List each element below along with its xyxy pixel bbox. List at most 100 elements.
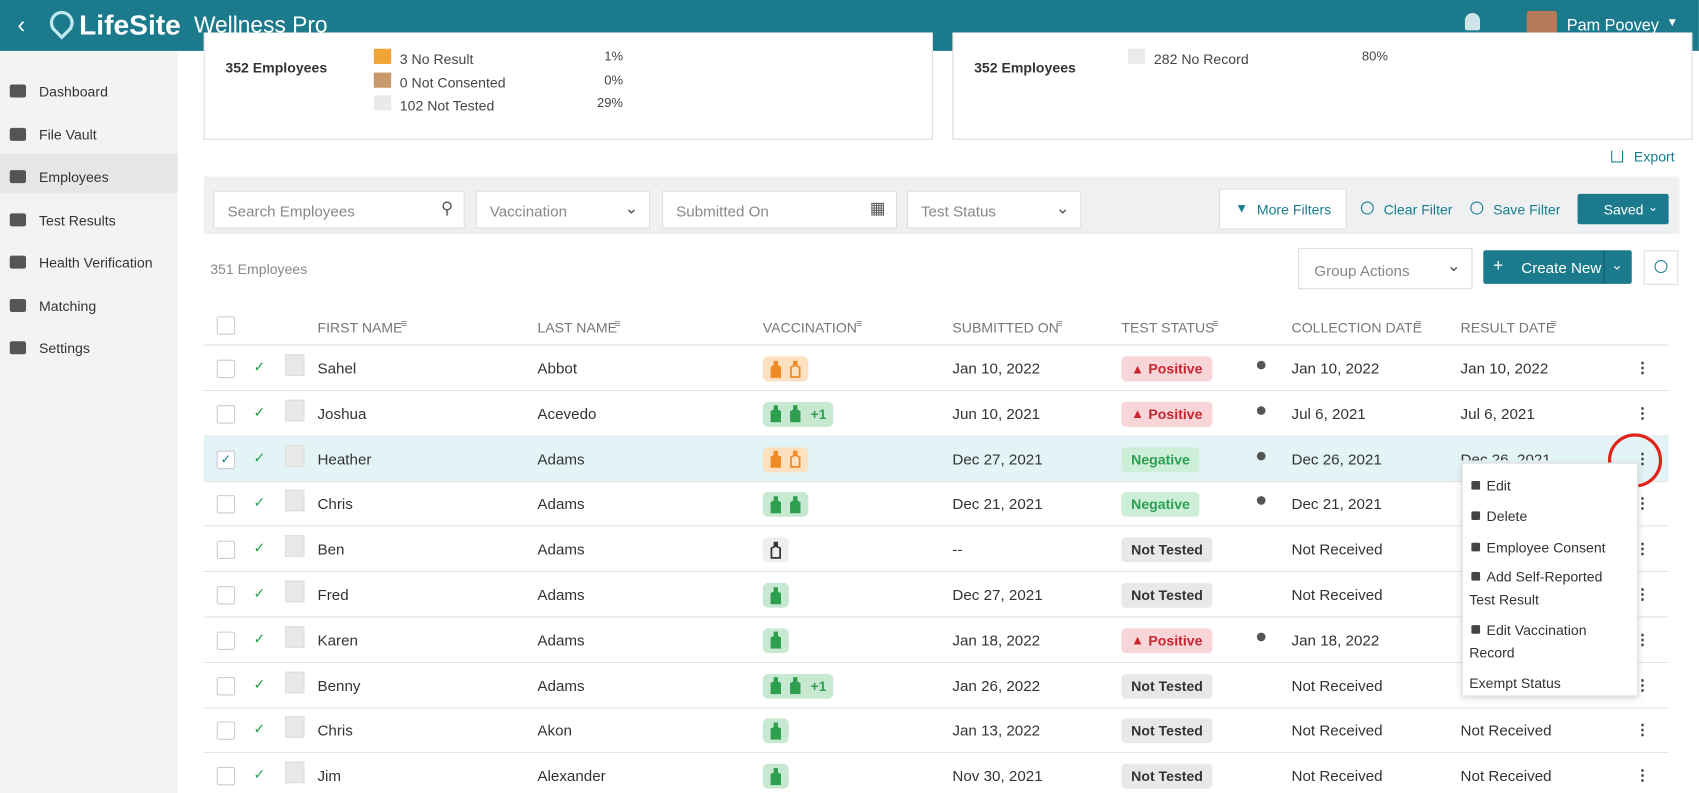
nav-item[interactable]: Settings [39, 340, 90, 357]
column-header[interactable]: LAST NAME [537, 319, 618, 336]
row-checkbox[interactable] [216, 495, 236, 514]
person-icon [1256, 451, 1266, 460]
vaccination-badge [762, 492, 809, 518]
last-name: Adams [537, 540, 585, 559]
menu-item[interactable]: Add Self-Reported Test Result [1469, 568, 1603, 608]
avatar-placeholder [284, 761, 305, 784]
row-checkbox[interactable] [216, 359, 236, 379]
kebab-menu[interactable]: ⋮ [1635, 630, 1651, 648]
user-name[interactable]: Pam Poovey [1566, 16, 1659, 35]
nav-icon [9, 298, 27, 312]
vaccine-icon [770, 405, 781, 423]
verified-check: ✓ [253, 675, 266, 692]
status-select[interactable]: Test Status ⌄ [906, 190, 1082, 229]
nav-item[interactable]: Matching [39, 297, 97, 314]
vaccine-icon [790, 496, 801, 514]
first-name[interactable]: Sahel [317, 359, 357, 377]
menu-item[interactable]: Edit Vaccination Record [1469, 621, 1587, 661]
first-name[interactable]: Ben [317, 540, 345, 559]
first-name[interactable]: Joshua [317, 404, 367, 423]
menu-item[interactable]: Delete [1469, 505, 1629, 528]
row-checkbox[interactable] [216, 586, 236, 605]
status-badge: Negative [1121, 492, 1200, 518]
last-name: Abbot [537, 359, 578, 377]
last-name: Adams [537, 676, 585, 694]
row-checkbox[interactable]: ✓ [216, 450, 236, 469]
vaccination-badge: +1 [762, 401, 834, 427]
kebab-menu[interactable]: ⋮ [1635, 494, 1651, 512]
row-checkbox[interactable] [216, 631, 236, 650]
sort-icon: ≡ [1550, 318, 1557, 331]
nav-icon [9, 212, 27, 226]
menu-item[interactable]: Exempt Status [1469, 674, 1561, 692]
kebab-menu[interactable]: ⋮ [1635, 766, 1651, 784]
row-checkbox[interactable] [216, 721, 236, 741]
avatar-placeholder [284, 580, 305, 603]
export[interactable]: Export [1633, 148, 1675, 165]
vaccine-icon [790, 405, 801, 423]
nav-item[interactable]: Dashboard [39, 83, 108, 100]
brand: LifeSite [79, 8, 181, 42]
first-name[interactable]: Fred [317, 586, 349, 604]
first-name[interactable]: Chris [317, 495, 353, 513]
status-text: Not Tested [1131, 677, 1203, 694]
group-actions-select[interactable]: Group Actions ⌄ [1298, 248, 1473, 290]
sort-icon: ≡ [1415, 318, 1422, 331]
menu-item[interactable]: Employee Consent [1469, 536, 1629, 559]
search-input-icon: ⚲ [440, 199, 453, 218]
kebab-menu[interactable]: ⋮ [1635, 675, 1651, 693]
menu-icon [1471, 625, 1481, 634]
column-header[interactable]: VACCINATION [762, 319, 857, 336]
info-btn[interactable] [1643, 250, 1679, 285]
create-new-btn[interactable]: + Create New ⌄ [1483, 250, 1632, 284]
result-date: Dec 26, 2021 [1460, 450, 1551, 460]
first-name[interactable]: Karen [317, 631, 358, 649]
vaccination-select[interactable]: Vaccination ⌄ [475, 190, 651, 229]
verified-check: ✓ [253, 358, 266, 375]
submitted-on: Jan 26, 2022 [952, 676, 1041, 694]
result-date: Not Received [1460, 721, 1552, 740]
vaccine-icon [790, 450, 801, 468]
nav-item[interactable]: Employees [39, 168, 109, 186]
column-header[interactable]: TEST STATUS [1121, 319, 1215, 336]
first-name[interactable]: Jim [317, 767, 342, 785]
nav-item[interactable]: Test Results [39, 211, 116, 229]
search-input[interactable]: Search Employees ⚲ [213, 190, 465, 229]
status-badge: Not Tested [1121, 582, 1213, 608]
column-header[interactable]: RESULT DATE [1460, 319, 1556, 336]
row-highlight [203, 436, 1669, 481]
nav-icon [9, 255, 27, 269]
row-checkbox[interactable] [216, 767, 236, 786]
clear-filter[interactable]: Clear Filter [1383, 201, 1453, 218]
nav-item[interactable]: Health Verification [39, 254, 153, 271]
more-filters-btn[interactable]: More Filters ▼ [1218, 188, 1347, 230]
saved-btn[interactable]: Saved ⌄ [1577, 193, 1669, 225]
kebab-menu[interactable]: ⋮ [1635, 403, 1651, 422]
vaccination-select-icon: ⌄ [624, 199, 639, 218]
row-checkbox[interactable] [216, 540, 236, 560]
kebab-menu[interactable]: ⋮ [1635, 539, 1651, 558]
caret: ▼ [1666, 16, 1679, 30]
kebab-menu[interactable]: ⋮ [1635, 584, 1651, 603]
submitted-input[interactable]: Submitted On ▦ [662, 190, 898, 229]
column-header[interactable]: SUBMITTED ON [952, 319, 1059, 336]
first-name[interactable]: Heather [317, 450, 372, 468]
vaccination-select-text: Vaccination [489, 202, 568, 220]
avatar-placeholder [284, 535, 305, 558]
submitted-on: Nov 30, 2021 [952, 767, 1043, 785]
nav-item[interactable]: File Vault [39, 126, 97, 143]
nav-icon [9, 84, 27, 98]
avatar-placeholder [284, 399, 305, 422]
save-filter[interactable]: Save Filter [1493, 201, 1561, 218]
header-checkbox[interactable] [216, 316, 236, 335]
column-header[interactable]: FIRST NAME [317, 319, 403, 336]
row-checkbox[interactable] [216, 404, 236, 424]
sort-icon: ≡ [614, 318, 621, 331]
menu-item[interactable]: Edit [1469, 474, 1629, 497]
kebab-menu[interactable]: ⋮ [1635, 720, 1651, 739]
column-header[interactable]: COLLECTION DATE [1291, 319, 1422, 336]
kebab-menu[interactable]: ⋮ [1635, 358, 1651, 376]
first-name[interactable]: Chris [317, 721, 353, 740]
row-checkbox[interactable] [216, 676, 236, 696]
first-name[interactable]: Benny [317, 676, 361, 694]
